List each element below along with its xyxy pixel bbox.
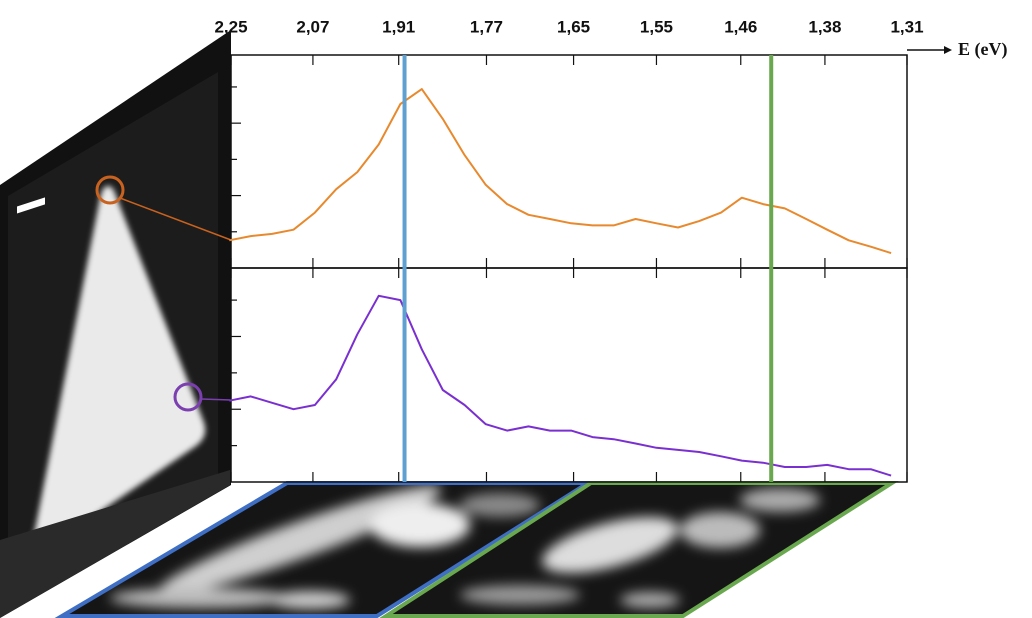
energy-maps <box>54 481 899 618</box>
scale-bar <box>17 197 45 214</box>
arrow-head <box>944 46 952 54</box>
x-tick-label: 1,46 <box>724 17 757 36</box>
panel-frame <box>230 267 908 483</box>
spectrum-line <box>229 294 892 477</box>
panel-frame <box>230 54 908 269</box>
x-tick-label: 1,38 <box>808 17 841 36</box>
purple-connector <box>200 398 232 401</box>
x-tick-label: 1,55 <box>640 17 673 36</box>
x-tick-label: 1,65 <box>557 17 590 36</box>
x-tick-label: 1,91 <box>382 17 415 36</box>
orange-circle <box>95 175 125 205</box>
spectrum-line <box>229 88 892 255</box>
purple-circle <box>173 382 203 412</box>
x-tick-label: 1,31 <box>890 17 923 36</box>
triangle-flake <box>32 186 206 552</box>
plot: 2,25 2,07 1,91 1,77 1,65 1,55 1,46 1,38 1,31 <box>214 17 924 483</box>
sample-image <box>0 30 231 618</box>
map-green-frame <box>379 481 899 618</box>
x-tick-label: 2,25 <box>214 17 247 36</box>
image-base <box>0 470 230 618</box>
x-tick-label: 1,77 <box>470 17 503 36</box>
x-tick-label: 2,07 <box>296 17 329 36</box>
x-axis-label: E (eV) <box>958 39 1007 60</box>
orange-connector <box>119 197 232 241</box>
